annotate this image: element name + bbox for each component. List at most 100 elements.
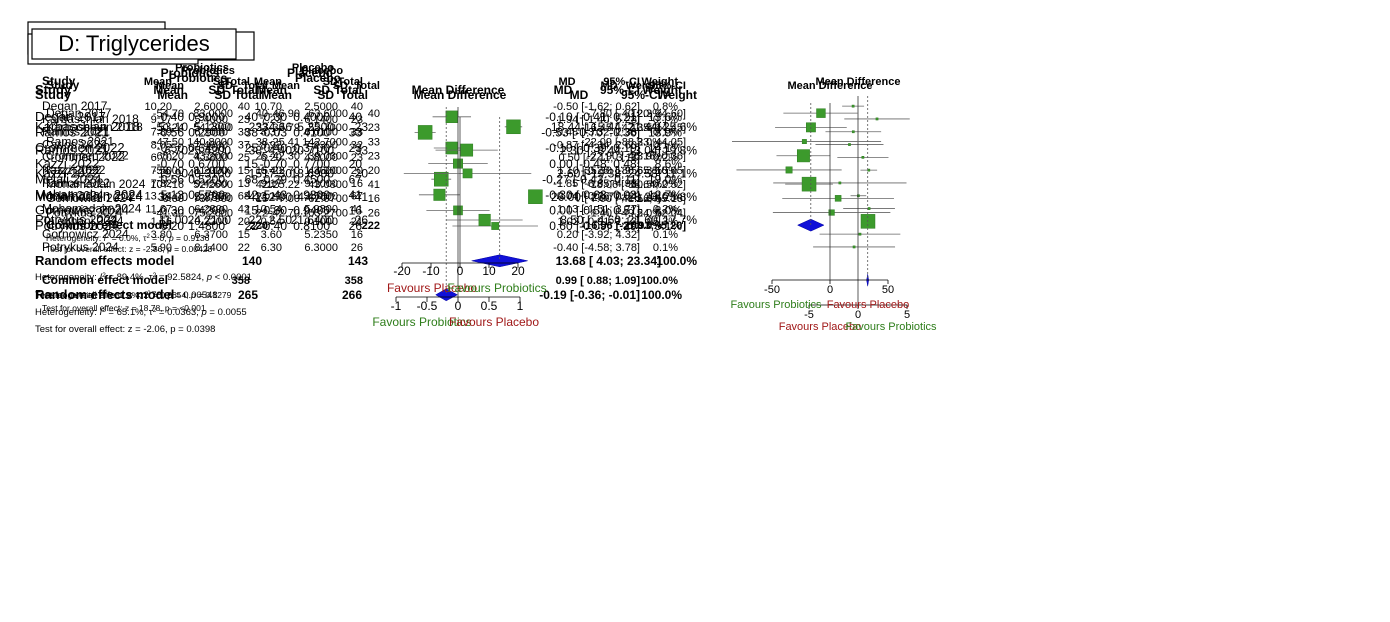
placebo-mean: -7.00 [275,193,300,205]
probiotics-sd: 52.2600 [193,179,233,191]
study-name: Potrykus 2024 [42,240,119,254]
weight-value: 13.5% [631,122,662,134]
placebo-total: 67 [351,191,363,203]
study-name: Mohamadain 2024 [35,189,143,204]
weight-square [851,104,855,108]
heterogeneity-pval: < 0.0001 [212,272,252,283]
overall-effect-test: Test for overall effect: z = 18.78, p = … [42,303,206,313]
column-header-sd: SD [214,88,231,102]
placebo-mean: -42.70 [269,207,300,219]
model-probiotics-total: 220 [250,220,268,232]
probiotics-sd: 140.8000 [187,136,233,148]
favours-right-label: Favours Placebo [449,315,539,329]
probiotics-mean: -0.30 [157,204,185,218]
x-axis-tick-label: 0 [855,309,861,321]
placebo-sd: 6.0100 [304,127,338,139]
probiotics-mean: 0.20 [161,219,185,233]
study-name: Melali 2024 [35,171,102,186]
weight-square [460,143,474,157]
weight-value: 5.1% [655,219,683,233]
md-ci-value: -22.09 [-88.23; 44.05] [581,136,686,148]
heterogeneity-i2sup: 2 [102,307,106,314]
x-axis-tick-label: 0 [457,264,464,278]
weight-value: 0.2% [653,203,678,215]
placebo-sd: 0.9300 [293,188,330,202]
probiotics-total: 40 [245,110,259,124]
placebo-mean: -0.40 [260,141,288,155]
md-ci-value: 1.10 [ 0.25; 1.95] [557,165,640,177]
weight-value: 1.6% [653,191,678,203]
favours-right-label: Favours Probiotics [447,281,546,295]
probiotics-sd: 0.9000 [188,110,225,124]
probiotics-total: 15 [238,229,250,241]
probiotics-total: 40 [238,101,250,113]
column-header-mean: Mean [272,80,300,92]
probiotics-total: 40 [256,108,268,120]
x-axis-tick-label: -5 [804,309,814,321]
heterogeneity-tauval: = 92.5824, [156,272,206,283]
probiotics-total: 25 [245,141,259,155]
placebo-total: 23 [368,151,380,163]
placebo-total: 23 [351,152,363,164]
md-ci-value: -1.85 [-8.65; 4.95] [553,178,640,190]
md-ci-value: -16.45 [-47.35; 14.45] [581,122,686,134]
column-header-study: Study [42,74,76,88]
placebo-total: 16 [351,229,363,241]
weight-value: 5.0% [637,207,662,219]
column-header-mean: Mean [254,76,282,88]
heterogeneity-tauval: = 0.0363, [156,307,201,318]
probiotics-sd: 0.6700 [188,157,225,171]
x-axis-tick-label: 5 [904,309,910,321]
weight-value: 0.1% [653,139,678,151]
probiotics-mean: 19.90 [158,167,188,181]
placebo-total: 16 [368,193,380,205]
placebo-sd: 39.0300 [308,151,348,163]
model-md-ci: 13.68 [ 4.03; 23.34] [556,254,661,268]
probiotics-sd: 7.4600 [194,139,228,151]
md-ci-value: 2.60 [-19.38; 24.58] [557,167,661,181]
weight-value: 6.3% [637,165,662,177]
placebo-total: 41 [351,203,363,215]
placebo-mean: 4.40 [269,143,293,157]
probiotics-total: 15 [249,167,263,181]
study-name: Mohamadain 2024 [35,187,143,202]
x-axis-tick-label: -50 [764,284,780,296]
placebo-total: 16 [351,178,363,190]
weight-square [462,168,473,179]
group-header-placebo: Placebo [287,66,333,80]
favours-right-label: Favours Placebo [827,299,910,311]
placebo-total: 26 [351,242,363,254]
x-axis-tick-label: 50 [882,284,894,296]
favours-left-label: Favours Placebo [387,281,477,295]
study-name: Crommen 2022 [42,150,125,164]
study-name: Karbaschian 2018 [35,119,140,134]
probiotics-sd: 9.4500 [194,178,228,190]
placebo-sd: 6.3000 [304,242,338,254]
md-ci-value: -0.87 [-4.34; 2.60] [553,139,640,151]
weight-square [848,143,851,146]
placebo-total: 26 [355,213,369,227]
weight-square [434,171,449,187]
column-header-mean: Mean [157,88,188,102]
probiotics-mean: -41.30 [153,207,184,219]
weight-value: 14.1% [648,141,682,155]
placebo-sd: 0.3700 [293,141,330,155]
weight-value: 0.0% [653,178,678,190]
probiotics-sd: 4.3800 [194,152,228,164]
placebo-total: 67 [349,172,363,186]
probiotics-total: 15 [256,165,268,177]
probiotics-mean: 6.70 [151,152,172,164]
study-name: Gornowicz 2024 [35,203,129,218]
weight-value: 1.5% [653,165,678,177]
placebo-mean: 2.50 [269,213,293,227]
study-name: Mohamadain 2024 [46,177,146,191]
weight-value: 25.6% [663,120,697,134]
probiotics-total: 38 [249,143,263,157]
x-axis-tick-label: -0.5 [417,299,438,313]
probiotics-mean: 10.20 [144,101,172,113]
placebo-sd: 18.6900 [291,167,335,181]
heterogeneity-tau: τ [143,233,147,243]
heterogeneity-p: p [206,272,212,283]
weight-value: 12.3% [631,108,662,120]
md-ci-value: -0.53 [-0.70; -0.36] [541,126,640,140]
